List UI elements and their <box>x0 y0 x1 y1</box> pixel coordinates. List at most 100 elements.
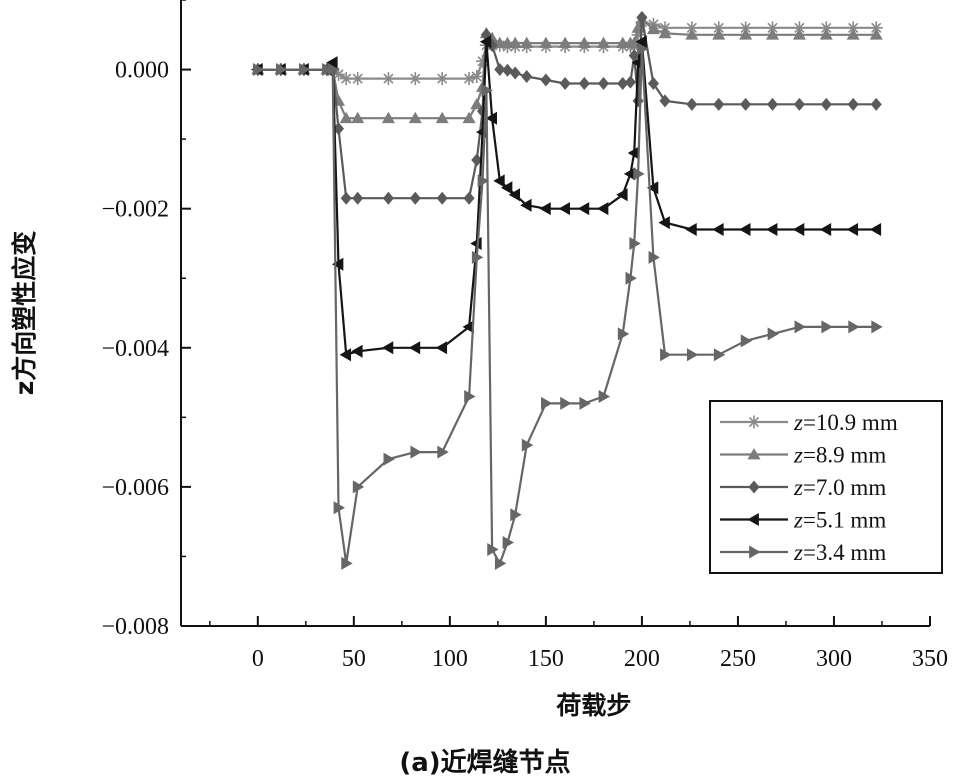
data-point <box>821 320 833 334</box>
data-point <box>577 202 590 216</box>
data-point <box>333 501 345 515</box>
data-point <box>539 202 551 216</box>
data-point <box>382 191 394 205</box>
legend-label-variable: z <box>793 475 803 500</box>
data-point <box>712 223 724 237</box>
data-point <box>559 76 571 90</box>
data-point <box>767 327 780 341</box>
data-point <box>381 111 395 124</box>
series-4 <box>251 35 882 362</box>
legend-entry: z=7.0 mm <box>720 475 886 500</box>
data-point <box>351 72 365 86</box>
legend-label: z=8.9 mm <box>793 443 886 468</box>
data-point <box>508 188 521 202</box>
data-point <box>470 70 484 84</box>
data-point <box>340 191 352 205</box>
legend-label-value: =5.1 mm <box>803 508 886 533</box>
x-tick-label: 100 <box>432 646 468 672</box>
series-5 <box>252 42 883 570</box>
data-point <box>646 22 660 35</box>
data-point <box>502 536 514 550</box>
data-point <box>686 97 698 111</box>
data-point <box>870 97 882 111</box>
data-point <box>462 320 474 334</box>
series-layer <box>251 10 883 570</box>
data-point <box>685 28 699 40</box>
data-point <box>740 97 752 111</box>
data-point <box>352 480 365 494</box>
data-point <box>792 28 806 40</box>
data-point <box>658 26 672 39</box>
data-point <box>437 445 449 459</box>
series-1 <box>251 15 883 86</box>
legend-label: z=10.9 mm <box>793 410 898 435</box>
data-point <box>539 36 553 48</box>
data-point <box>847 97 859 111</box>
data-point <box>819 21 833 35</box>
legend-marker <box>748 480 760 494</box>
data-point <box>558 202 570 216</box>
data-point <box>471 250 484 264</box>
data-point <box>766 21 780 35</box>
data-point <box>494 556 507 570</box>
data-point <box>637 42 649 56</box>
legend-label-value: =10.9 mm <box>803 410 898 435</box>
data-point <box>846 223 859 237</box>
legend-label-variable: z <box>793 410 803 435</box>
data-point <box>479 35 492 49</box>
data-point <box>327 63 340 77</box>
y-tick-label: −0.008 <box>101 614 169 640</box>
data-point <box>636 10 648 24</box>
data-point <box>331 257 344 271</box>
data-point <box>632 94 644 108</box>
data-point <box>464 389 476 403</box>
data-point <box>500 181 513 195</box>
data-point <box>339 111 353 124</box>
legend-marker <box>747 448 761 460</box>
x-tick-label: 250 <box>720 646 756 672</box>
data-point <box>848 320 860 334</box>
legend-marker <box>747 513 759 526</box>
legend-label: z=3.4 mm <box>793 540 886 565</box>
data-point <box>508 36 522 48</box>
x-tick-label: 200 <box>624 646 660 672</box>
data-point <box>686 348 699 362</box>
legend-entry: z=5.1 mm <box>720 508 886 533</box>
data-point <box>685 21 699 35</box>
data-point <box>408 111 422 124</box>
data-point <box>625 271 637 285</box>
data-point <box>481 83 493 97</box>
data-point <box>660 348 672 362</box>
data-point <box>628 49 640 63</box>
series-2 <box>251 12 883 124</box>
data-point <box>647 76 659 90</box>
data-point <box>252 63 265 77</box>
data-point <box>521 70 533 84</box>
data-point <box>332 122 345 136</box>
data-point <box>685 223 697 237</box>
data-point <box>819 223 832 237</box>
data-point <box>326 56 338 70</box>
data-point <box>598 389 611 403</box>
x-axis-title: 荷载步 <box>556 691 631 720</box>
data-point <box>463 191 475 205</box>
data-point <box>351 111 365 124</box>
data-point <box>794 320 806 334</box>
data-point <box>541 396 553 410</box>
data-point <box>623 167 636 181</box>
data-point <box>435 72 449 86</box>
data-point <box>540 73 552 87</box>
data-point <box>322 63 334 77</box>
series-line <box>257 21 877 80</box>
data-point <box>624 75 636 89</box>
legend-label-variable: z <box>793 540 803 565</box>
data-point <box>351 344 363 358</box>
data-point <box>739 28 753 40</box>
data-point <box>558 36 572 48</box>
data-point <box>659 94 671 108</box>
data-point <box>846 21 860 35</box>
legend-marker <box>749 545 761 559</box>
data-point <box>383 452 395 466</box>
data-point <box>819 28 833 40</box>
data-point <box>871 320 883 334</box>
